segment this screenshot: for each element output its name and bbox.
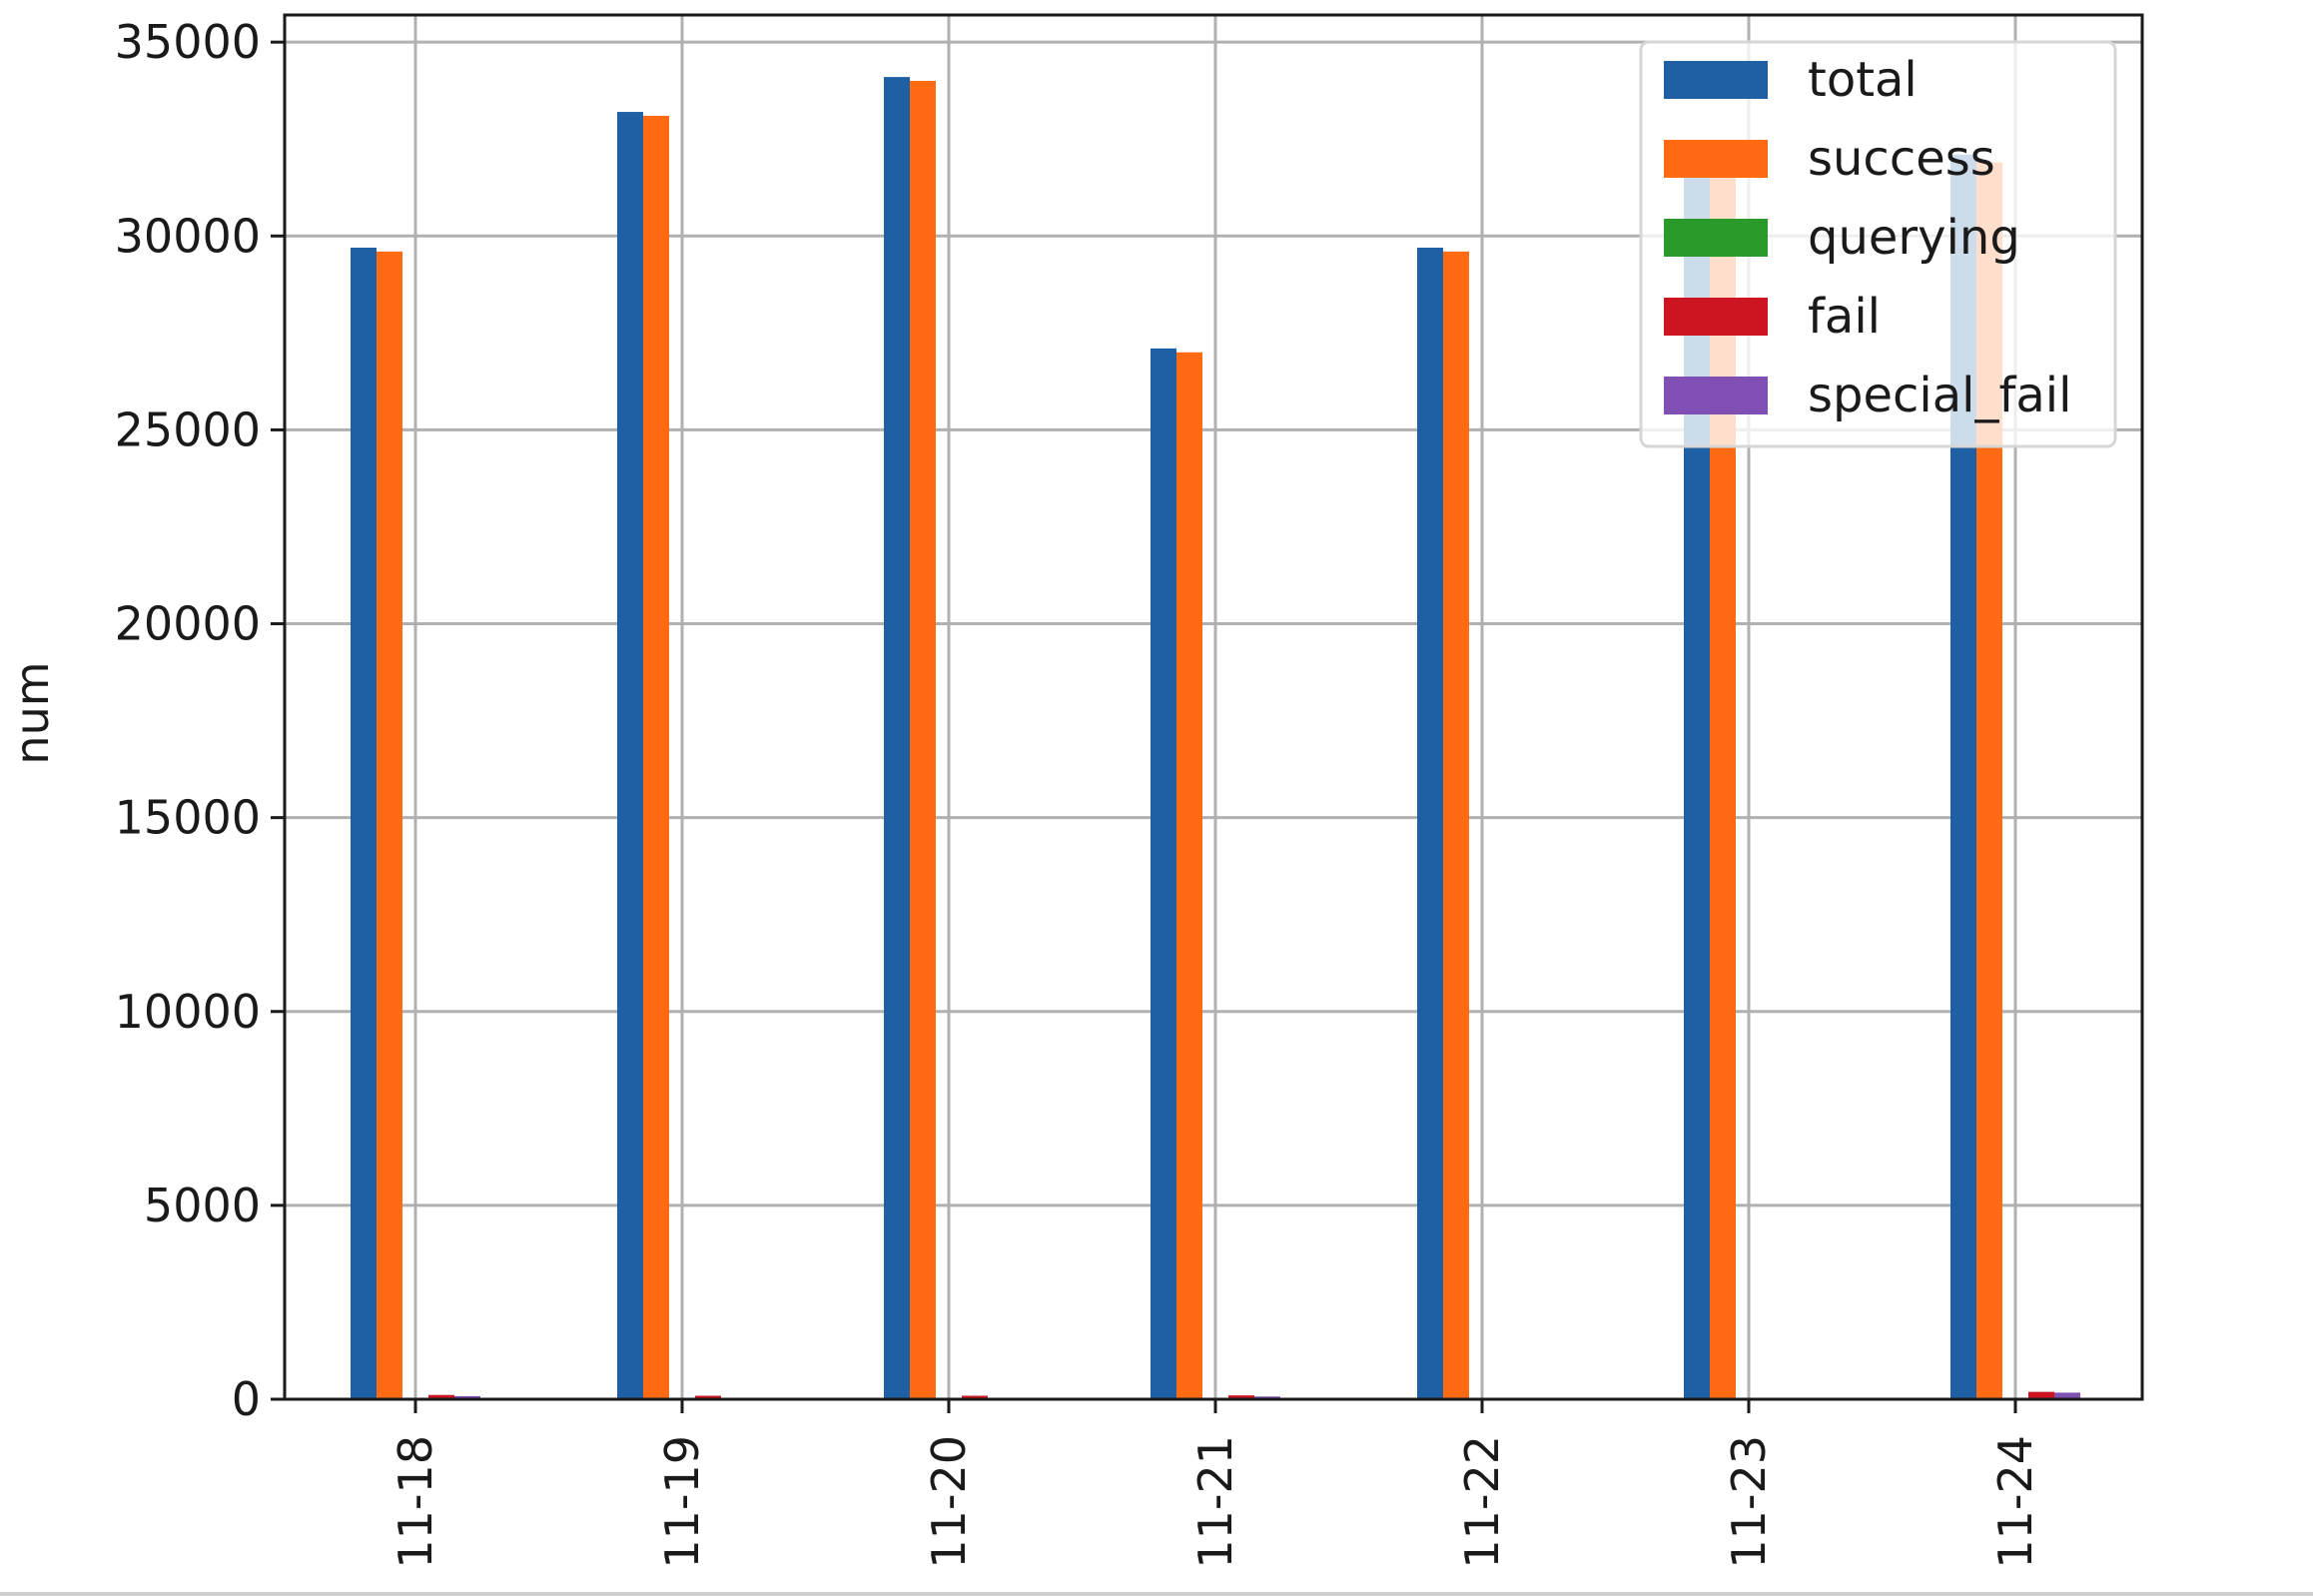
bar-total-11-22 [1417, 247, 1443, 1400]
y-axis: 0 5000 10000 15000 20000 25000 30000 35000 [115, 15, 285, 1426]
legend-swatch-fail [1664, 298, 1768, 336]
y-tick-label: 0 [232, 1372, 261, 1426]
legend-swatch-querying [1664, 219, 1768, 257]
bar-total-11-18 [351, 247, 377, 1400]
bar-total-11-20 [884, 77, 910, 1399]
bar-success-11-21 [1176, 352, 1202, 1400]
y-tick-label: 30000 [115, 209, 261, 263]
legend-label-querying: querying [1808, 210, 2020, 266]
x-axis: 11-18 11-19 11-20 11-21 11-22 11-23 11-24 [388, 1399, 2042, 1569]
y-axis-label: num [5, 661, 59, 764]
legend: total success querying fail special_fail [1639, 40, 2117, 448]
y-tick-label: 15000 [115, 791, 261, 845]
x-tick-label: 11-19 [655, 1435, 709, 1569]
x-tick-label: 11-24 [1988, 1435, 2042, 1569]
x-tick-label: 11-18 [388, 1435, 442, 1569]
bar-special_fail-11-24 [2054, 1392, 2080, 1399]
bar-fail-11-18 [428, 1394, 454, 1399]
legend-label-total: total [1808, 52, 1918, 108]
bar-special_fail-11-18 [454, 1395, 480, 1399]
bar-success-11-19 [643, 115, 669, 1400]
y-tick-label: 5000 [144, 1179, 261, 1232]
y-tick-label: 10000 [115, 985, 261, 1039]
bar-fail-11-20 [962, 1395, 988, 1399]
legend-swatch-special_fail [1664, 377, 1768, 414]
bar-fail-11-21 [1228, 1395, 1254, 1399]
bars [351, 77, 2080, 1400]
legend-swatch-success [1664, 140, 1768, 178]
legend-label-success: success [1808, 131, 1995, 187]
bar-total-11-21 [1151, 348, 1176, 1400]
bar-fail-11-19 [695, 1395, 721, 1399]
x-tick-label: 11-23 [1722, 1435, 1776, 1569]
axes-frame [283, 13, 2144, 1401]
x-tick-label: 11-20 [922, 1435, 976, 1569]
bar-success-11-18 [377, 251, 402, 1400]
y-tick-label: 25000 [115, 402, 261, 456]
legend-label-fail: fail [1808, 289, 1881, 345]
grid [285, 15, 2142, 1401]
legend-swatch-total [1664, 61, 1768, 99]
bar-success-11-20 [910, 81, 936, 1399]
x-tick-label: 11-21 [1188, 1435, 1242, 1569]
y-tick-label: 35000 [115, 15, 261, 69]
bar-total-11-19 [617, 112, 643, 1399]
x-tick-label: 11-22 [1455, 1435, 1509, 1569]
y-tick-label: 20000 [115, 597, 261, 651]
bar-fail-11-24 [2028, 1391, 2054, 1399]
bar-success-11-22 [1443, 251, 1469, 1400]
legend-label-special_fail: special_fail [1808, 368, 2071, 423]
window-bottom-edge [0, 1592, 2313, 1596]
